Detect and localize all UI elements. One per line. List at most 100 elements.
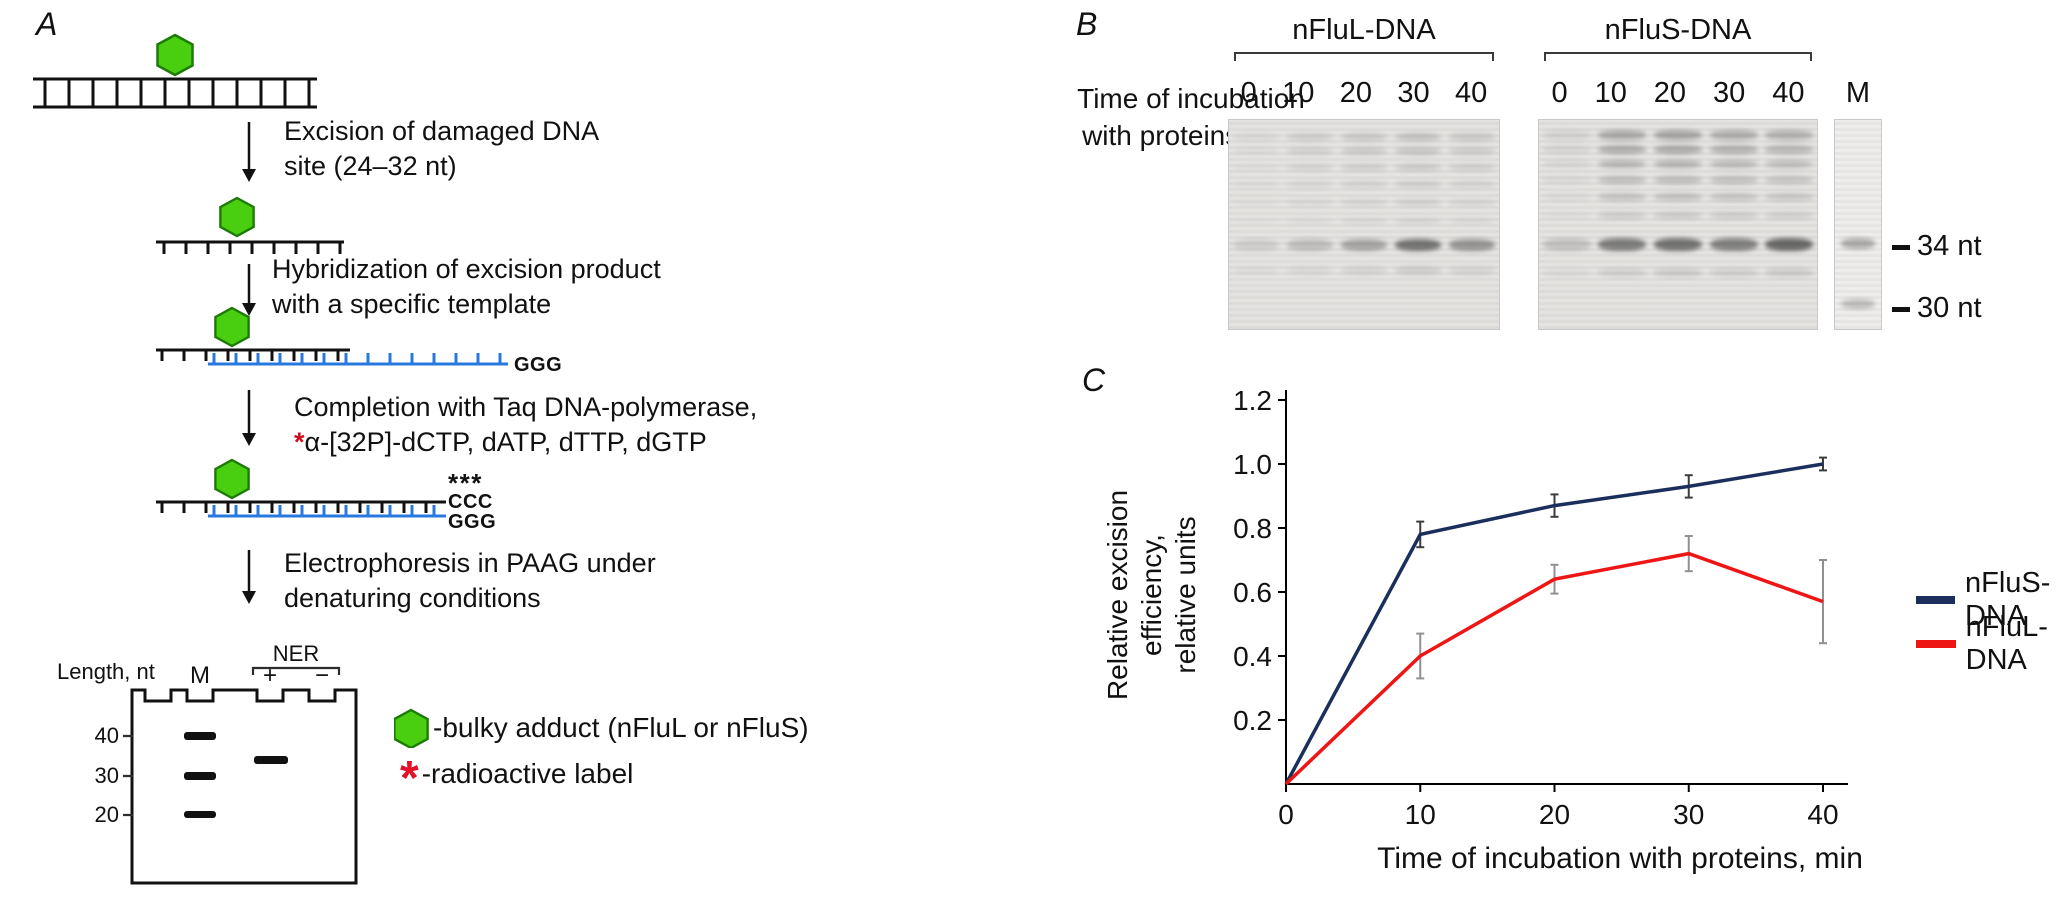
gel-band xyxy=(1233,181,1279,188)
gel-band xyxy=(1840,298,1876,310)
gel-band xyxy=(1709,159,1758,169)
base-pair-rungs xyxy=(43,79,311,107)
x-axis-label: Time of incubation with proteins, min xyxy=(1377,842,1863,875)
marker-lane-label: M xyxy=(1845,76,1871,109)
gel-band xyxy=(1765,211,1814,220)
legend-nflul: nFluL-DNA xyxy=(1916,611,2071,676)
product-ccc-label: CCC xyxy=(448,491,493,513)
gel-schematic: Length, nt NER M + − 40 30 20 xyxy=(57,645,358,885)
gel-band xyxy=(1286,163,1334,172)
gel-band xyxy=(1340,163,1388,172)
step1-text: Excision of damaged DNA site (24–32 nt) xyxy=(284,114,599,184)
lane-minus-label: − xyxy=(315,662,329,689)
gel-band xyxy=(1394,266,1442,275)
gel-band xyxy=(1286,218,1334,225)
adduct-legend-text: -bulky adduct (nFluL or nFluS) xyxy=(433,712,809,743)
gel-band xyxy=(1340,147,1388,156)
lane-time-label: 30 xyxy=(1713,76,1746,109)
gel2-image xyxy=(1538,119,1818,330)
gel-band xyxy=(1598,268,1647,277)
incubation-time-line1: Time of incubation xyxy=(1077,83,1305,114)
y-axis-label: Relative excision efficiency, relative u… xyxy=(1101,490,1203,700)
gel-band-m20 xyxy=(184,811,216,818)
gel-band xyxy=(1542,130,1591,140)
gel-band xyxy=(1286,199,1334,207)
gel-band xyxy=(1765,145,1814,154)
base-rungs xyxy=(160,350,340,361)
radioactive-legend-text: -radioactive label xyxy=(421,758,634,789)
svg-text:20: 20 xyxy=(1539,799,1570,830)
gel-band xyxy=(1765,268,1814,277)
step3-line2: *α-[32P]-dCTP, dATP, dTTP, dGTP xyxy=(294,425,757,460)
marker-20-label: 20 xyxy=(95,802,119,827)
gel-band xyxy=(1598,130,1647,140)
nflul-legend-label: nFluL-DNA xyxy=(1965,611,2048,676)
gel-band xyxy=(1448,239,1496,251)
radioactive-asterisks-icon: *** xyxy=(448,468,483,498)
gel-band xyxy=(1765,159,1814,169)
gel-band-m40 xyxy=(184,732,216,740)
ner-label: NER xyxy=(273,645,319,666)
34nt-label: 34 nt xyxy=(1917,230,1982,262)
34nt-tick xyxy=(1892,245,1910,250)
gel-band xyxy=(1598,211,1647,220)
gel-band xyxy=(1340,180,1388,188)
gel-band xyxy=(1286,132,1334,141)
gel-band xyxy=(1765,130,1814,140)
gel-band xyxy=(1709,145,1758,154)
gel-band xyxy=(1394,239,1442,251)
svg-text:0.8: 0.8 xyxy=(1233,513,1272,544)
gel-band xyxy=(1654,130,1702,140)
gel-band xyxy=(1340,266,1388,275)
30nt-label: 30 nt xyxy=(1917,292,1982,324)
gel1-lane-times: 0 10 20 30 40 xyxy=(1228,76,1500,110)
step-arrow-icon xyxy=(242,122,256,182)
marker-lane-image xyxy=(1834,119,1882,330)
svg-text:1.2: 1.2 xyxy=(1233,385,1272,416)
svg-text:0.2: 0.2 xyxy=(1233,705,1272,736)
gel-band xyxy=(1654,268,1702,277)
gel2-title: nFluS-DNA xyxy=(1604,14,1752,46)
lane-time-label: 10 xyxy=(1594,76,1627,109)
nflus-legend-label: nFluS-DNA xyxy=(1965,567,2051,632)
gel-band xyxy=(1448,266,1496,275)
step2-text: Hybridization of excision product with a… xyxy=(272,252,661,322)
ner-bracket xyxy=(251,666,341,675)
gel-band xyxy=(1840,238,1876,249)
nflul-swatch xyxy=(1916,640,1956,648)
gel-band xyxy=(1233,218,1279,224)
excision-chart: 0.2 0.4 0.6 0.8 1.0 1.2 0 10 20 30 40 xyxy=(1233,385,1848,830)
gel-band xyxy=(1654,193,1702,201)
gel-band xyxy=(1598,145,1647,154)
gel-band xyxy=(1448,199,1496,207)
gel-band xyxy=(1340,132,1388,141)
gel1-image xyxy=(1228,119,1500,330)
svg-text:10: 10 xyxy=(1405,799,1436,830)
gel-band xyxy=(1542,145,1591,154)
lane-time-label: 30 xyxy=(1397,76,1430,109)
step3-text: Completion with Taq DNA-polymerase, *α-[… xyxy=(294,390,757,460)
gel-band xyxy=(1654,211,1702,220)
gel-band xyxy=(1654,238,1702,251)
gel-band xyxy=(1765,193,1814,201)
step-arrow-icon xyxy=(242,550,256,604)
svg-text:0.6: 0.6 xyxy=(1233,577,1272,608)
gel-band-ner-plus xyxy=(254,756,288,764)
radioactive-asterisk-icon: * xyxy=(400,752,419,805)
gel-band xyxy=(1340,218,1388,225)
gel-band xyxy=(1448,180,1496,188)
lane-time-label: 10 xyxy=(1282,76,1315,109)
nflus-swatch xyxy=(1916,596,1956,604)
svg-text:40: 40 xyxy=(1807,799,1838,830)
gel-band xyxy=(1542,193,1591,201)
gel-band xyxy=(1394,132,1442,141)
svg-text:0.4: 0.4 xyxy=(1233,641,1272,672)
lane-time-label: 20 xyxy=(1653,76,1687,109)
gel1-bracket xyxy=(1234,52,1494,61)
completed-product-graphic: *** CCC GGG xyxy=(156,458,496,533)
base-rungs xyxy=(162,242,342,254)
bulky-adduct-icon xyxy=(156,33,194,77)
gel-band xyxy=(1598,193,1647,201)
y-axis-label-line1: Relative excision xyxy=(1102,489,1133,701)
